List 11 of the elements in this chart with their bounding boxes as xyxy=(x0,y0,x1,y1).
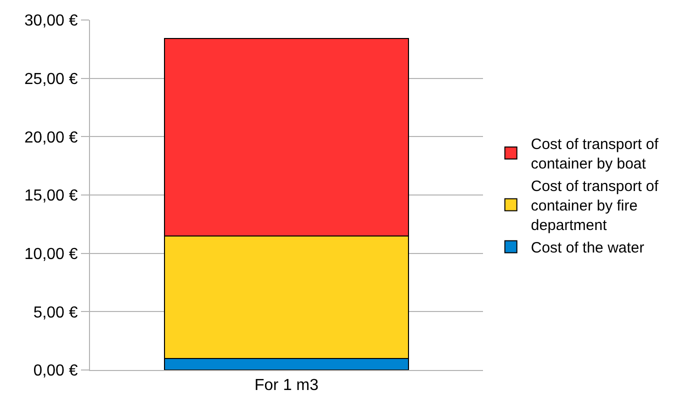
y-tick-label: 20,00 € xyxy=(24,129,78,146)
legend-label: Cost of transport of container by boat xyxy=(530,136,660,173)
legend-label: Cost of the water xyxy=(530,240,644,257)
y-tick-label: 0,00 € xyxy=(33,362,78,380)
y-tick-label: 25,00 € xyxy=(24,70,78,88)
y-tick-label: 30,00 € xyxy=(24,12,78,30)
y-tick-label: 5,00 € xyxy=(33,304,78,322)
legend-label: Cost of transport of container by fire department xyxy=(530,178,660,234)
y-tick-label: 10,00 € xyxy=(24,246,78,263)
x-tick-label: For 1 m3 xyxy=(254,377,319,394)
y-tick-label: 15,00 € xyxy=(24,188,78,205)
